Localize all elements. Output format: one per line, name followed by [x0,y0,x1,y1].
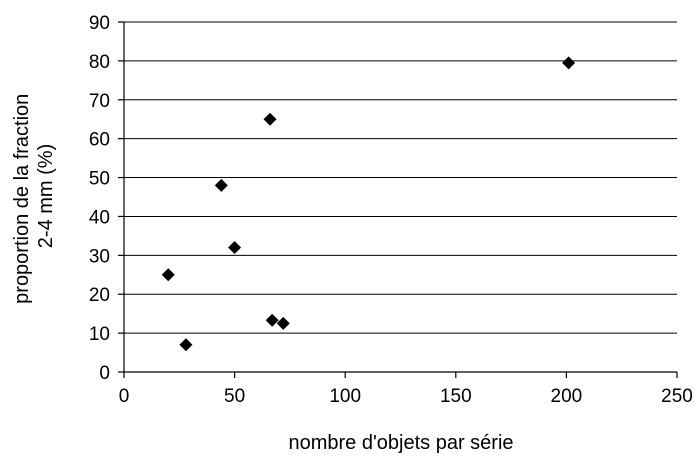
x-tick-label-150: 150 [440,386,472,407]
y-tick-label-90: 90 [89,13,110,34]
x-tick-label-100: 100 [329,386,361,407]
x-tick-label-50: 50 [224,386,245,407]
grid-layer [124,21,677,334]
data-point-8 [562,56,576,70]
x-tick-label-200: 200 [551,386,583,407]
y-tick-label-70: 70 [89,91,110,112]
data-point-2 [179,338,193,352]
y-tick-label-50: 50 [89,169,110,190]
axes-layer [118,21,678,378]
y-tick-label-10: 10 [89,324,110,345]
y-tick-label-0: 0 [99,363,110,384]
data-point-4 [228,241,242,255]
x-tick-label-0: 0 [119,386,130,407]
data-point-layer [161,56,576,352]
y-tick-label-80: 80 [89,52,110,73]
y-tick-label-40: 40 [89,207,110,228]
y-axis-title: proportion de la fraction 2-4 mm (%) [11,88,57,304]
data-point-1 [161,268,175,282]
data-point-3 [214,178,228,192]
data-point-5 [263,112,277,126]
y-tick-label-20: 20 [89,285,110,306]
x-tick-label-250: 250 [661,386,693,407]
data-point-6 [265,313,279,327]
tick-label-layer: 0 10 20 30 40 50 60 70 80 90 0 50 100 150 200 250 [89,13,693,407]
y-axis-title-line-1: proportion de la fraction [11,94,33,304]
data-point-7 [276,316,290,330]
y-tick-label-30: 30 [89,246,110,267]
y-axis-title-line-2: 2-4 mm (%) [35,144,57,248]
y-tick-label-60: 60 [89,130,110,151]
x-axis-title: nombre d'objets par série [288,432,513,454]
